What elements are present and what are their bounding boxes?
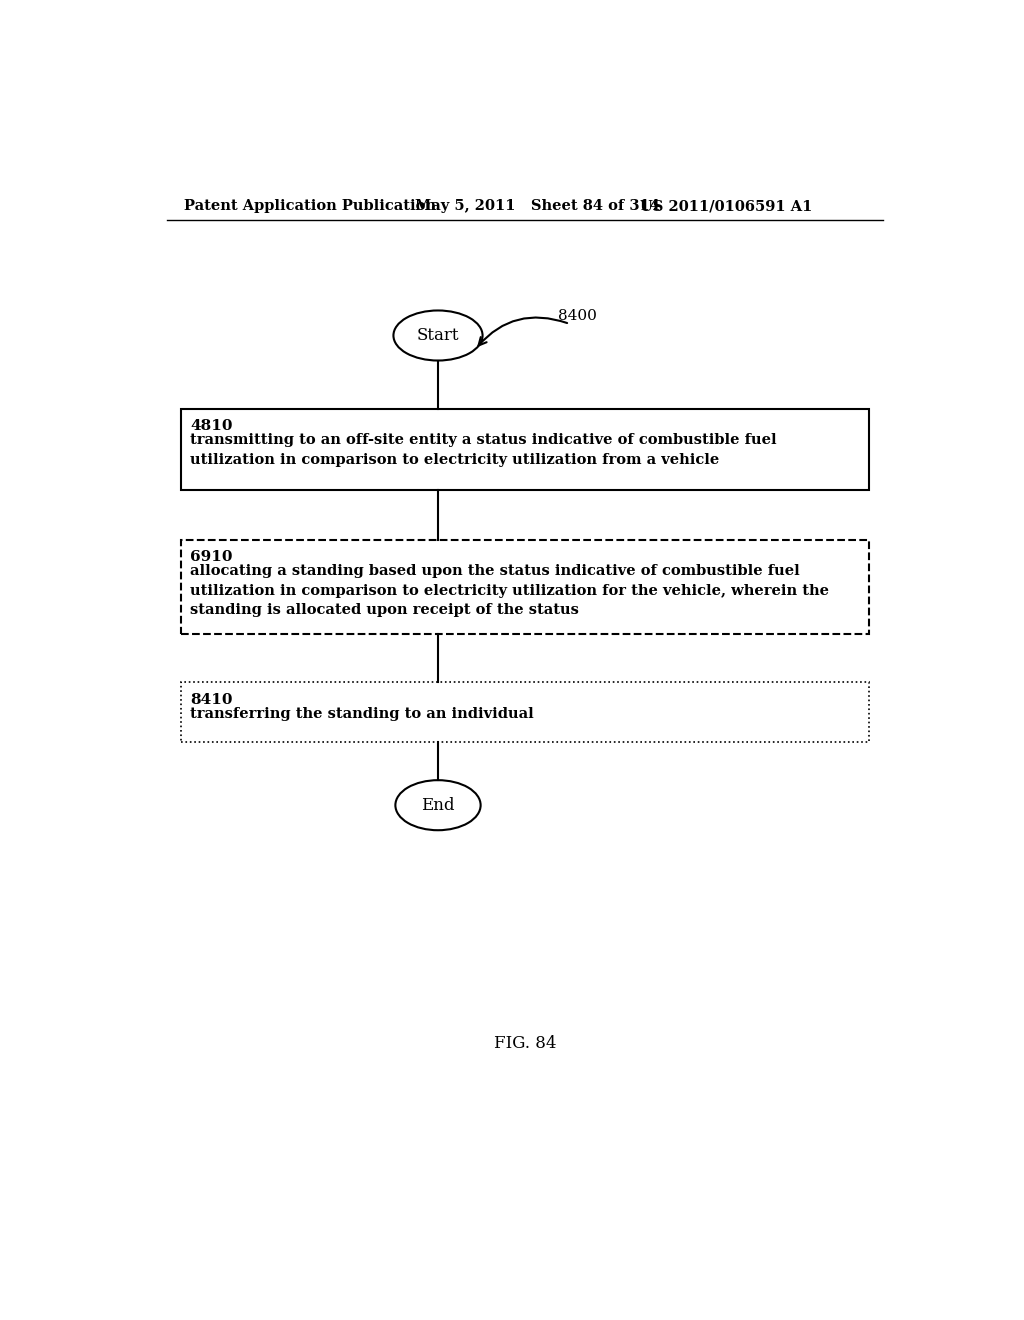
Text: Start: Start xyxy=(417,327,459,345)
Text: Patent Application Publication: Patent Application Publication xyxy=(183,199,436,213)
Text: transferring the standing to an individual: transferring the standing to an individu… xyxy=(190,706,534,721)
Text: 8410: 8410 xyxy=(190,693,232,706)
Text: allocating a standing based upon the status indicative of combustible fuel
utili: allocating a standing based upon the sta… xyxy=(190,564,829,618)
Bar xyxy=(180,682,869,742)
Text: US 2011/0106591 A1: US 2011/0106591 A1 xyxy=(640,199,812,213)
Text: FIG. 84: FIG. 84 xyxy=(494,1035,556,1052)
Text: 8400: 8400 xyxy=(558,309,597,323)
Bar xyxy=(180,409,869,490)
Text: 4810: 4810 xyxy=(190,420,232,433)
FancyArrowPatch shape xyxy=(478,318,567,346)
Text: transmitting to an off-site entity a status indicative of combustible fuel
utili: transmitting to an off-site entity a sta… xyxy=(190,433,776,467)
Text: End: End xyxy=(421,797,455,813)
Bar xyxy=(180,540,869,635)
Text: 6910: 6910 xyxy=(190,550,232,565)
Text: May 5, 2011   Sheet 84 of 314: May 5, 2011 Sheet 84 of 314 xyxy=(415,199,659,213)
